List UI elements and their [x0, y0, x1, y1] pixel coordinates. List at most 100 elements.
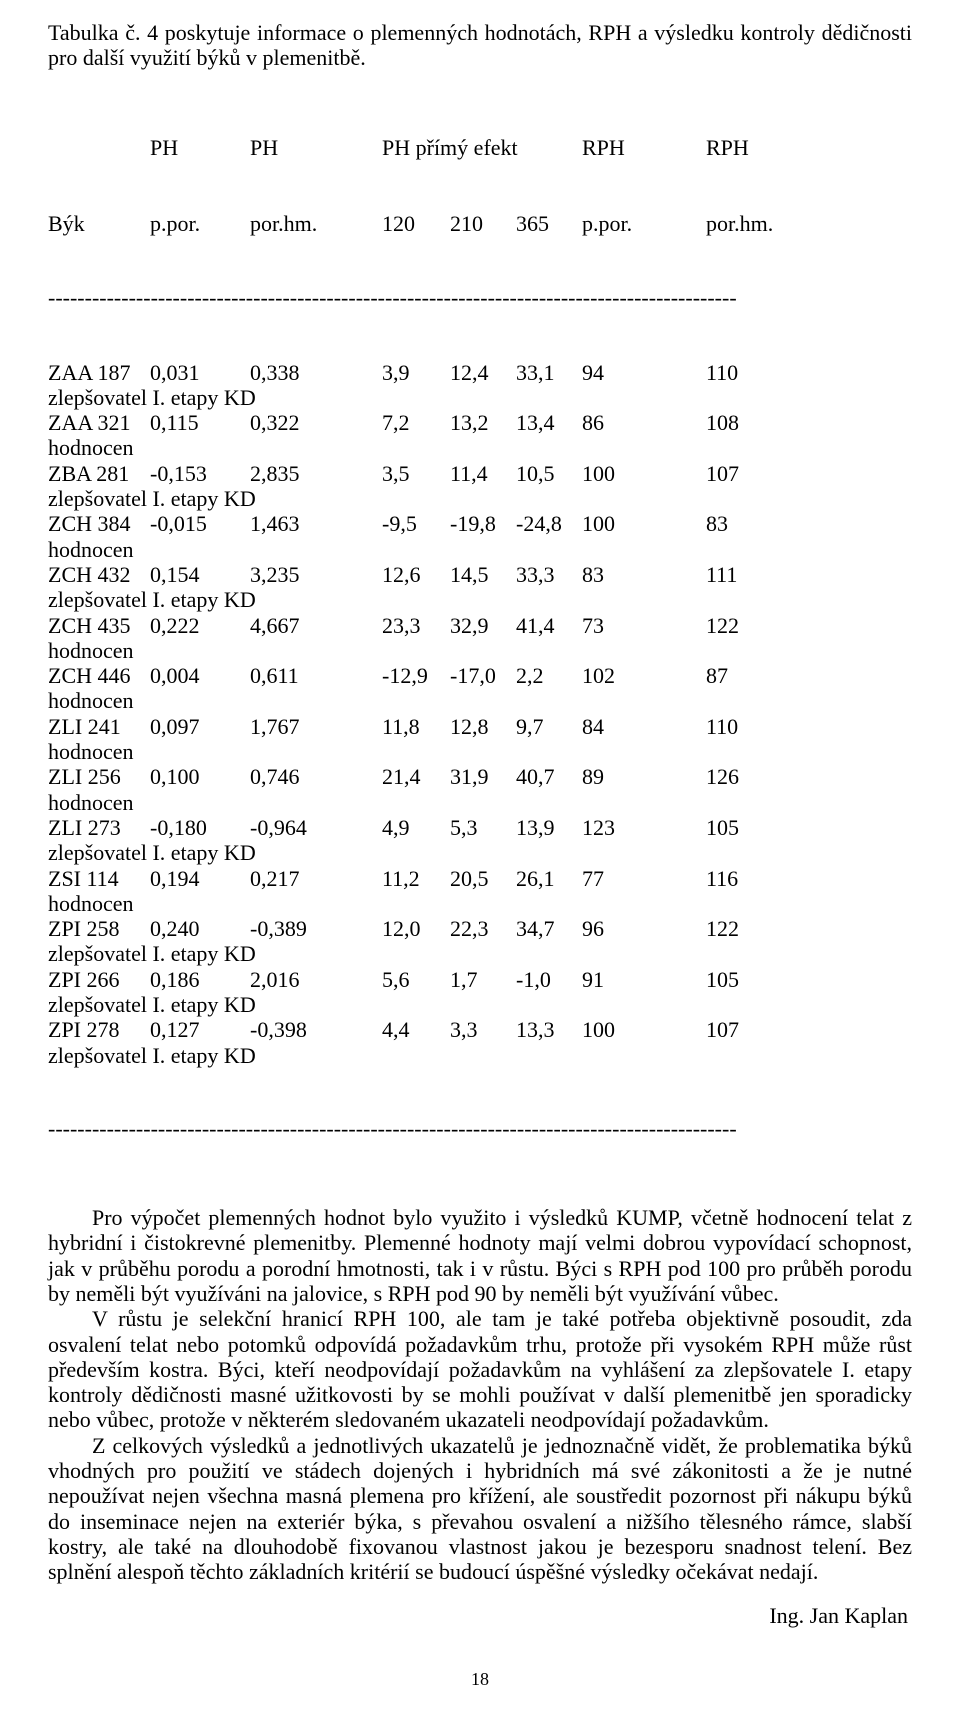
table-cell: ZCH 432 [48, 562, 150, 587]
body-paragraph: Z celkových výsledků a jednotlivých ukaz… [48, 1433, 912, 1585]
table-cell: -17,0 [450, 663, 516, 688]
table-row-note: hodnocen [48, 638, 912, 663]
table-cell: 40,7 [516, 764, 582, 789]
table-row: ZCH 4460,0040,611-12,9-17,02,210287 [48, 663, 912, 688]
header-cell [48, 135, 150, 160]
table-cell: 14,5 [450, 562, 516, 587]
table-cell: 7,2 [382, 410, 450, 435]
table-cell: 3,235 [250, 562, 382, 587]
data-table: PH PH PH přímý efekt RPH RPH Býk p.por. … [48, 85, 912, 1191]
table-cell: 1,767 [250, 714, 382, 739]
table-row-note: zlepšovatel I. etapy KD [48, 941, 912, 966]
table-cell: -12,9 [382, 663, 450, 688]
table-cell: 3,5 [382, 461, 450, 486]
table-cell: -1,0 [516, 967, 582, 992]
table-cell: 107 [706, 461, 766, 486]
table-cell: -0,180 [150, 815, 250, 840]
table-cell: 107 [706, 1017, 766, 1042]
table-row: ZLI 2560,1000,74621,431,940,789126 [48, 764, 912, 789]
table-cell: 12,0 [382, 916, 450, 941]
table-row: ZPI 2580,240-0,38912,022,334,796122 [48, 916, 912, 941]
table-cell: 32,9 [450, 613, 516, 638]
header-cell: Býk [48, 211, 150, 236]
table-cell: 4,667 [250, 613, 382, 638]
table-cell: 0,194 [150, 866, 250, 891]
table-header-row-1: PH PH PH přímý efekt RPH RPH [48, 135, 912, 160]
table-cell: -9,5 [382, 511, 450, 536]
table-cell: 13,2 [450, 410, 516, 435]
table-cell: 84 [582, 714, 706, 739]
table-cell: ZAA 321 [48, 410, 150, 435]
table-cell: 4,9 [382, 815, 450, 840]
table-cell: 116 [706, 866, 766, 891]
table-cell: 2,835 [250, 461, 382, 486]
table-cell: 10,5 [516, 461, 582, 486]
table-cell: 11,2 [382, 866, 450, 891]
table-cell: 5,6 [382, 967, 450, 992]
table-row: ZAA 1870,0310,3383,912,433,194110 [48, 360, 912, 385]
table-cell: 83 [582, 562, 706, 587]
dash-separator: ----------------------------------------… [48, 1118, 912, 1140]
dash-separator: ----------------------------------------… [48, 287, 912, 309]
table-row: ZLI 2410,0971,76711,812,89,784110 [48, 714, 912, 739]
table-row-note: hodnocen [48, 688, 912, 713]
table-cell: 33,1 [516, 360, 582, 385]
table-row: ZAA 3210,1150,3227,213,213,486108 [48, 410, 912, 435]
header-cell: 120 [382, 211, 450, 236]
table-cell: 41,4 [516, 613, 582, 638]
table-header-row-2: Býk p.por. por.hm. 120 210 365 p.por. po… [48, 211, 912, 236]
header-cell: RPH [582, 135, 706, 160]
table-cell: 122 [706, 916, 766, 941]
table-cell: 91 [582, 967, 706, 992]
table-row: ZBA 281-0,1532,8353,511,410,5100107 [48, 461, 912, 486]
table-cell: 12,6 [382, 562, 450, 587]
table-cell: 12,4 [450, 360, 516, 385]
table-cell: ZLI 256 [48, 764, 150, 789]
table-cell: 0,338 [250, 360, 382, 385]
table-row-note: hodnocen [48, 537, 912, 562]
table-cell: 94 [582, 360, 706, 385]
table-row-note: hodnocen [48, 739, 912, 764]
table-cell: 11,4 [450, 461, 516, 486]
table-row: ZPI 2660,1862,0165,61,7-1,091105 [48, 967, 912, 992]
table-cell: 105 [706, 815, 766, 840]
table-cell: 89 [582, 764, 706, 789]
table-cell: 34,7 [516, 916, 582, 941]
header-cell: PH [150, 135, 250, 160]
table-cell: 21,4 [382, 764, 450, 789]
table-cell: ZLI 273 [48, 815, 150, 840]
table-cell: 0,097 [150, 714, 250, 739]
table-cell: 26,1 [516, 866, 582, 891]
table-cell: -0,015 [150, 511, 250, 536]
table-cell: 11,8 [382, 714, 450, 739]
table-row-note: hodnocen [48, 891, 912, 916]
table-cell: ZPI 258 [48, 916, 150, 941]
table-cell: 23,3 [382, 613, 450, 638]
table-cell: ZCH 384 [48, 511, 150, 536]
table-row-note: zlepšovatel I. etapy KD [48, 840, 912, 865]
header-cell: p.por. [150, 211, 250, 236]
header-cell: RPH [706, 135, 766, 160]
page-number: 18 [48, 1669, 912, 1690]
table-cell: 0,217 [250, 866, 382, 891]
table-row-note: hodnocen [48, 435, 912, 460]
table-cell: -19,8 [450, 511, 516, 536]
table-cell: 100 [582, 461, 706, 486]
body-paragraph: V růstu je selekční hranicí RPH 100, ale… [48, 1306, 912, 1432]
page: Tabulka č. 4 poskytuje informace o pleme… [0, 0, 960, 1730]
table-cell: 0,004 [150, 663, 250, 688]
table-cell: 13,9 [516, 815, 582, 840]
header-cell: por.hm. [250, 211, 382, 236]
table-cell: 0,127 [150, 1017, 250, 1042]
table-row-note: zlepšovatel I. etapy KD [48, 385, 912, 410]
table-cell: 108 [706, 410, 766, 435]
table-row: ZLI 273-0,180-0,9644,95,313,9123105 [48, 815, 912, 840]
table-row: ZCH 4350,2224,66723,332,941,473122 [48, 613, 912, 638]
table-cell: 0,186 [150, 967, 250, 992]
table-cell: 122 [706, 613, 766, 638]
table-row-note: zlepšovatel I. etapy KD [48, 587, 912, 612]
table-cell: 0,031 [150, 360, 250, 385]
table-cell: 87 [706, 663, 766, 688]
table-body: ZAA 1870,0310,3383,912,433,194110zlepšov… [48, 360, 912, 1068]
table-cell: ZAA 187 [48, 360, 150, 385]
